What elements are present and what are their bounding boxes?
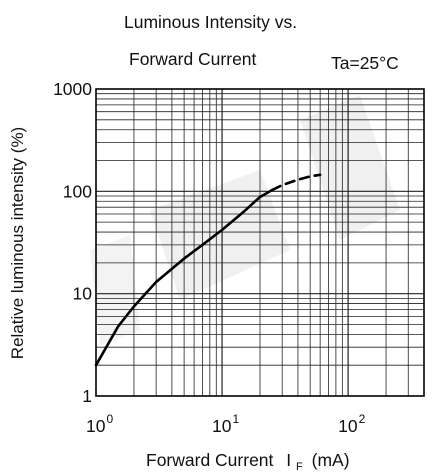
x-tick-labels: 100 101 102 — [86, 412, 366, 436]
chart-title-line2: Forward Current — [129, 49, 257, 69]
x-tick-label: 102 — [338, 412, 365, 436]
y-tick-labels: 1 10 100 1000 — [53, 79, 92, 406]
x-axis-label-symbol: I — [286, 450, 291, 470]
y-tick-label: 100 — [63, 181, 92, 201]
condition-label: Ta=25°C — [331, 53, 399, 73]
chart-title-line1: Luminous Intensity vs. — [124, 12, 297, 32]
series-line-solid — [94, 188, 274, 367]
y-tick-label: 1 — [82, 386, 92, 406]
x-axis-label-main: Forward Current — [146, 450, 274, 470]
watermark — [90, 95, 400, 345]
x-tick-label: 101 — [212, 412, 239, 436]
y-axis-label: Relative luminous intensity (%) — [8, 127, 27, 359]
x-axis-label-subscript: F — [296, 461, 303, 473]
plot-frame — [95, 88, 425, 397]
x-tick-label: 100 — [86, 412, 113, 436]
x-axis-label-unit: (mA) — [312, 450, 350, 470]
x-axis-label: Forward Current I F (mA) — [146, 450, 350, 474]
y-tick-label: 10 — [73, 284, 93, 304]
plot-curves — [94, 173, 322, 367]
y-tick-label: 1000 — [53, 79, 92, 99]
series-line-dashed — [270, 173, 322, 192]
plot-grid — [96, 89, 424, 396]
